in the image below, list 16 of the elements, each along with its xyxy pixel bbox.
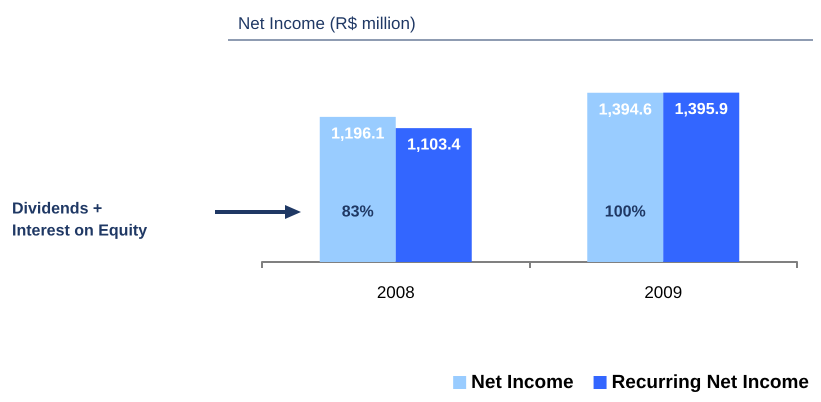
chart-title: Net Income (R$ million) bbox=[238, 14, 416, 33]
legend-label: Recurring Net Income bbox=[612, 372, 810, 393]
bar bbox=[320, 116, 396, 262]
x-tick-label: 2008 bbox=[376, 283, 415, 302]
data-label: 1,196.1 bbox=[331, 125, 385, 142]
data-label: 1,394.6 bbox=[598, 101, 652, 118]
annotation: 83% bbox=[342, 204, 374, 220]
bar bbox=[587, 92, 664, 262]
legend-label: Net Income bbox=[471, 372, 574, 393]
text: Dividends + Interest on Equity bbox=[12, 200, 148, 240]
data-label: 1,395.9 bbox=[674, 101, 728, 118]
data-label: 1,103.4 bbox=[407, 136, 461, 154]
bar bbox=[396, 128, 472, 262]
x-tick-label: 2009 bbox=[644, 283, 682, 302]
annotation: 100% bbox=[604, 204, 646, 220]
bar bbox=[663, 92, 740, 262]
